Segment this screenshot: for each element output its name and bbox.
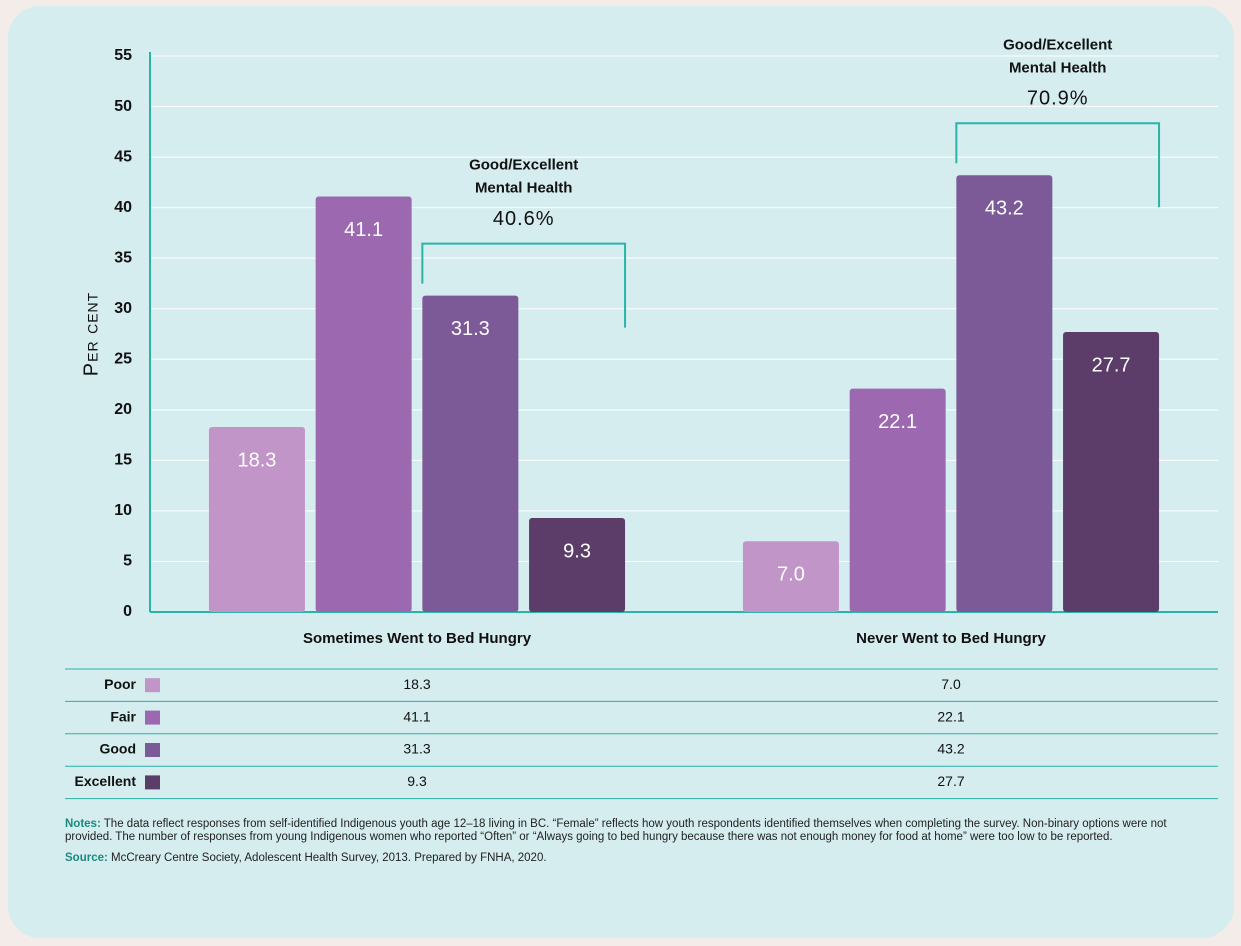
value-label: 7.0 <box>777 564 805 586</box>
y-tick-label: 20 <box>114 401 132 418</box>
notes-block: Notes: The data reflect responses from s… <box>65 818 1215 873</box>
value-label: 41.1 <box>344 219 383 241</box>
bar <box>529 517 626 612</box>
annotation-value: 70.9% <box>1027 88 1089 110</box>
table-cell: 7.0 <box>941 676 961 692</box>
y-tick-label: 45 <box>114 148 132 165</box>
value-label: 43.2 <box>985 198 1024 220</box>
annotation-text: Mental Health <box>1009 59 1107 76</box>
table-cell: 41.1 <box>403 708 430 724</box>
x-tick-label: Never Went to Bed Hungry <box>856 630 1046 647</box>
value-label: 18.3 <box>237 449 276 471</box>
annotation-text: Good/Excellent <box>1003 36 1112 53</box>
y-tick-label: 55 <box>114 47 132 64</box>
annotation-text: Mental Health <box>475 180 573 197</box>
bar <box>1063 331 1160 612</box>
notes: Notes: The data reflect responses from s… <box>65 818 1215 844</box>
y-tick-label: 40 <box>114 199 132 216</box>
value-label: 9.3 <box>563 540 591 562</box>
x-tick-label: Sometimes Went to Bed Hungry <box>303 630 532 647</box>
value-label: 22.1 <box>878 411 917 433</box>
notes-text: The data reflect responses from self-ide… <box>65 818 1167 843</box>
legend-label: Fair <box>110 708 136 724</box>
value-label: 31.3 <box>451 318 490 340</box>
bar <box>315 196 412 612</box>
bar <box>742 541 839 612</box>
y-tick-label: 0 <box>123 603 132 620</box>
source: Source: McCreary Centre Society, Adolesc… <box>65 852 1215 865</box>
legend-label: Good <box>99 741 136 757</box>
bar <box>849 388 946 612</box>
table-cell: 18.3 <box>403 676 430 692</box>
card <box>8 6 1234 938</box>
y-tick-label: 35 <box>114 249 132 266</box>
bracket <box>421 242 627 328</box>
y-tick-label: 5 <box>123 553 132 570</box>
annotation-value: 40.6% <box>493 208 555 230</box>
value-label: 27.7 <box>1092 354 1131 376</box>
y-tick-label: 15 <box>114 452 132 469</box>
legend-label: Poor <box>104 676 136 692</box>
source-label: Source: <box>65 852 108 864</box>
source-text: McCreary Centre Society, Adolescent Heal… <box>111 852 547 864</box>
legend-swatch <box>145 710 160 725</box>
y-axis-label: Per cent <box>80 292 102 376</box>
bar <box>956 175 1053 612</box>
table-cell: 9.3 <box>407 773 427 789</box>
y-tick-label: 50 <box>114 98 132 115</box>
table-cell: 27.7 <box>937 773 964 789</box>
table-cell: 43.2 <box>937 741 964 757</box>
y-tick-label: 10 <box>114 502 132 519</box>
table-cell: 31.3 <box>403 741 430 757</box>
bar <box>208 427 305 612</box>
y-tick-label: 25 <box>114 350 132 367</box>
notes-label: Notes: <box>65 818 101 830</box>
legend-swatch <box>145 678 160 693</box>
legend-swatch <box>145 743 160 757</box>
legend-swatch <box>145 775 160 790</box>
table-cell: 22.1 <box>937 708 964 724</box>
annotation-text: Good/Excellent <box>469 157 578 174</box>
bracket <box>955 122 1161 208</box>
bar <box>422 295 519 612</box>
y-tick-label: 30 <box>114 300 132 317</box>
legend-label: Excellent <box>75 773 137 789</box>
